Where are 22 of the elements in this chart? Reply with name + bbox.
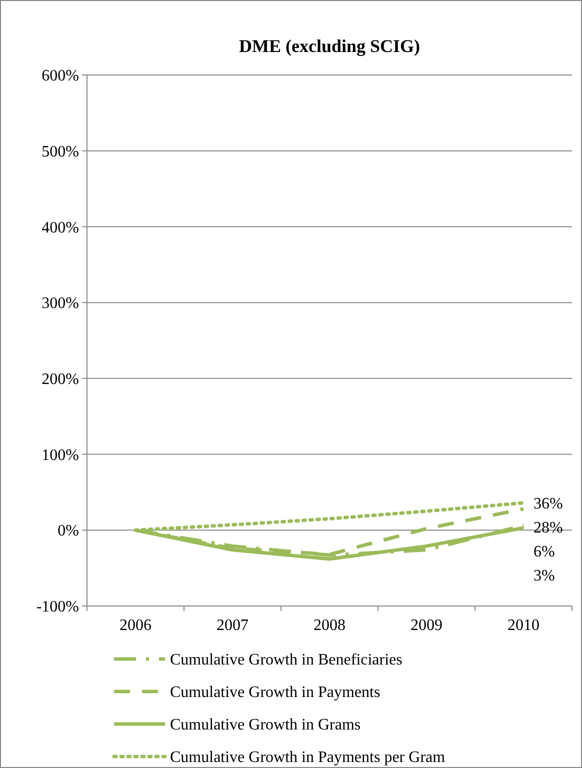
- y-tick-label: 100%: [42, 446, 79, 464]
- x-tick-label: 2010: [508, 617, 540, 634]
- chart-title: DME (excluding SCIG): [238, 36, 420, 56]
- legend-label: Cumulative Growth in Payments: [170, 684, 380, 702]
- legend-label: Cumulative Growth in Beneficiaries: [170, 652, 402, 669]
- legend-label: Cumulative Growth in Grams: [170, 716, 361, 734]
- y-tick-label: -100%: [36, 598, 79, 616]
- y-tick-label: 0%: [58, 522, 79, 540]
- x-tick-label: 2007: [216, 617, 248, 634]
- x-tick-label: 2009: [410, 617, 442, 634]
- data-label: 36%: [534, 495, 563, 512]
- data-label: 6%: [534, 543, 555, 560]
- x-tick-label: 2006: [120, 617, 152, 634]
- x-tick-label: 2008: [314, 617, 346, 634]
- y-tick-label: 600%: [42, 68, 79, 85]
- legend-label: Cumulative Growth in Payments per Gram: [170, 749, 446, 766]
- y-tick-label: 400%: [42, 219, 79, 236]
- data-label: 28%: [534, 519, 563, 536]
- y-tick-label: 500%: [42, 143, 79, 160]
- y-tick-label: 200%: [42, 371, 79, 388]
- y-tick-label: 300%: [42, 295, 79, 312]
- data-label: 3%: [534, 567, 555, 584]
